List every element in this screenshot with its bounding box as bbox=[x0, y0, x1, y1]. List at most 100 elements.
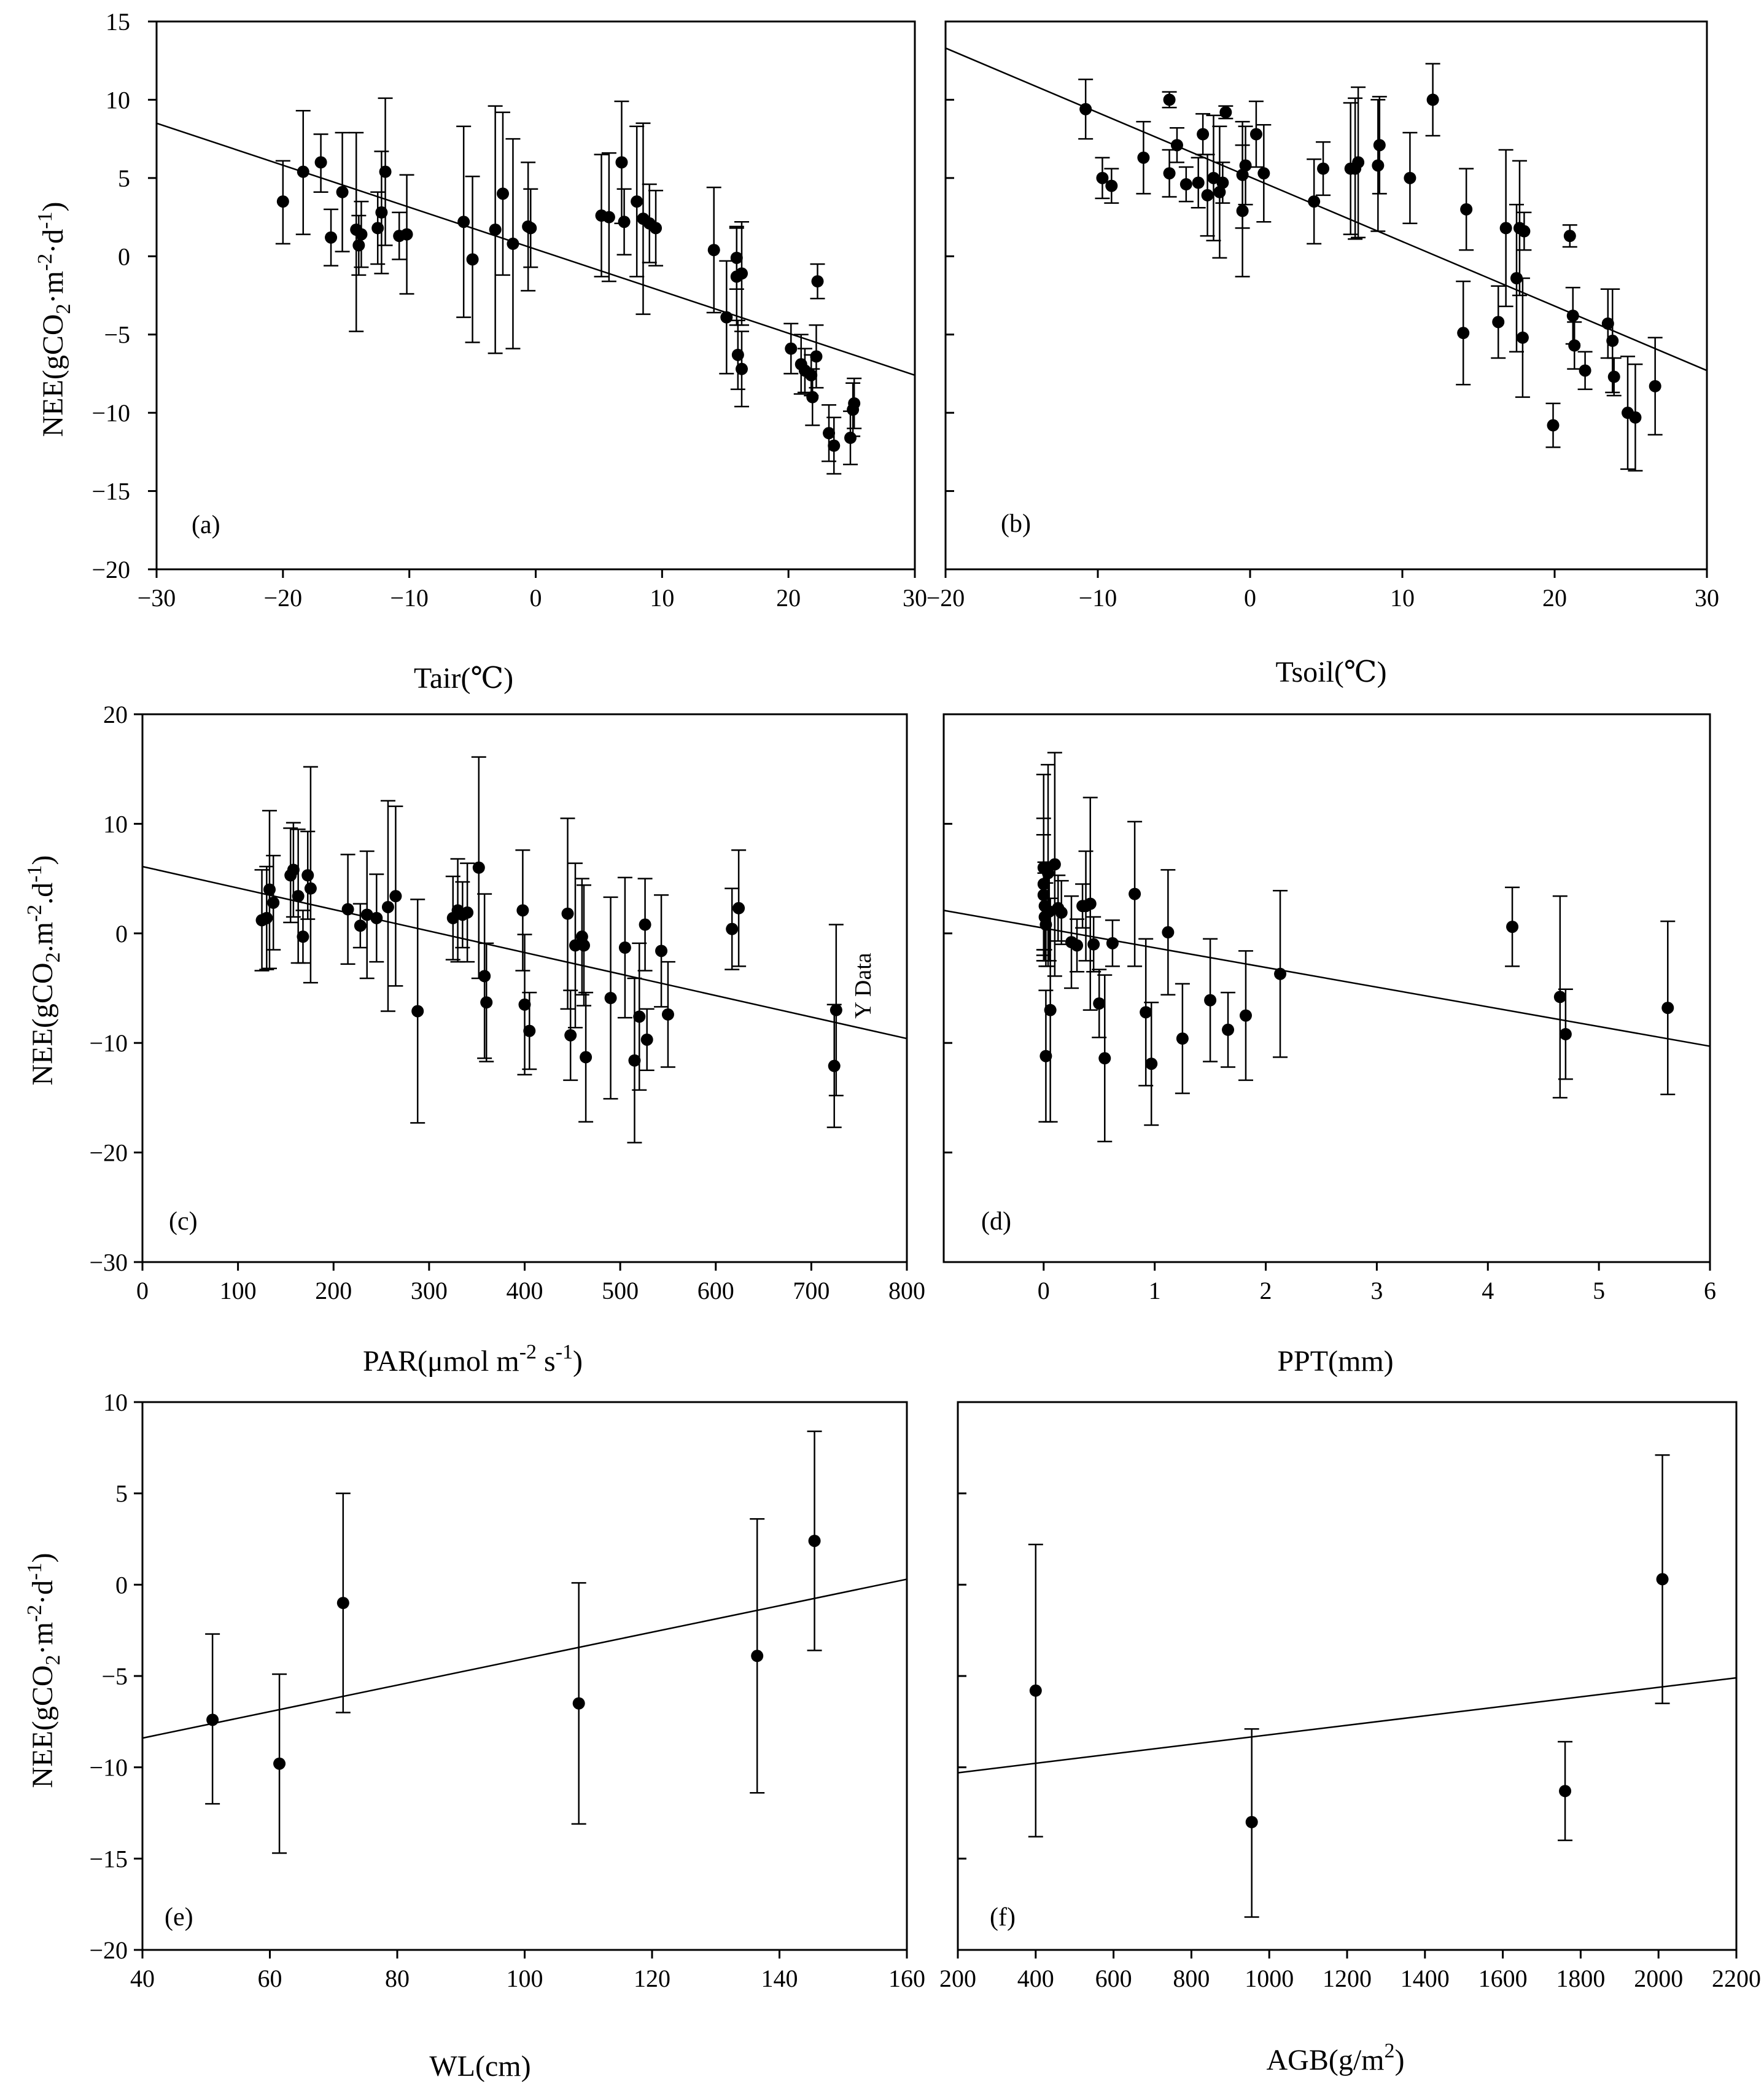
data-point bbox=[1552, 895, 1568, 1099]
point-marker bbox=[1404, 171, 1416, 184]
data-point bbox=[828, 924, 844, 1097]
point-marker bbox=[604, 992, 617, 1005]
plot-frame-e bbox=[141, 1401, 908, 1951]
data-point bbox=[847, 377, 862, 429]
data-point bbox=[354, 200, 369, 268]
point-marker bbox=[304, 882, 317, 895]
data-point bbox=[378, 97, 393, 246]
point-marker bbox=[661, 1008, 674, 1021]
data-point bbox=[1169, 127, 1184, 163]
point-marker bbox=[828, 1059, 841, 1072]
data-point bbox=[1047, 752, 1062, 977]
data-point bbox=[1655, 1454, 1670, 1704]
data-point bbox=[574, 878, 589, 996]
x-tick-label: 0 bbox=[1244, 584, 1256, 612]
data-point bbox=[578, 991, 594, 1123]
data-point bbox=[1562, 224, 1577, 248]
point-marker bbox=[1105, 179, 1118, 192]
data-point bbox=[1606, 357, 1622, 397]
y-tick-label: 0 bbox=[118, 243, 130, 270]
x-tick-label: 3 bbox=[1370, 1277, 1383, 1304]
data-point bbox=[272, 1673, 287, 1854]
x-tick-label: 0 bbox=[530, 584, 542, 612]
data-point bbox=[359, 850, 375, 980]
panel-c: −30 −20 −10 0 10 20 0 100 200 300 400 500 600 700 800… bbox=[23, 701, 925, 1378]
data-point bbox=[1248, 100, 1264, 168]
y-tick-label: −5 bbox=[104, 321, 130, 349]
y-tick-label: −15 bbox=[91, 478, 130, 505]
data-point bbox=[1078, 79, 1094, 140]
point-marker bbox=[1559, 1785, 1572, 1798]
point-marker bbox=[1170, 139, 1183, 152]
point-marker bbox=[806, 391, 819, 403]
point-marker bbox=[830, 1004, 842, 1016]
data-point bbox=[515, 849, 530, 972]
x-tick-label: 600 bbox=[697, 1277, 734, 1304]
data-point bbox=[488, 105, 503, 354]
point-marker bbox=[1039, 1050, 1052, 1062]
point-marker bbox=[785, 342, 798, 355]
x-tick-label: 700 bbox=[793, 1277, 830, 1304]
x-tick-label: 10 bbox=[1390, 584, 1415, 612]
point-marker bbox=[1098, 1052, 1111, 1065]
data-point bbox=[1370, 99, 1386, 232]
point-marker bbox=[1087, 938, 1100, 951]
x-tick-label: 600 bbox=[1095, 1965, 1132, 1992]
point-marker bbox=[726, 922, 739, 935]
panel-label-a: (a) bbox=[192, 511, 220, 539]
data-point bbox=[266, 854, 281, 951]
point-marker bbox=[297, 165, 309, 178]
x-tick-label: 120 bbox=[634, 1965, 670, 1992]
x-tick-label: 800 bbox=[1173, 1965, 1210, 1992]
regression-line bbox=[957, 1677, 1737, 1774]
x-tick-label: 300 bbox=[411, 1277, 448, 1304]
point-marker bbox=[1129, 887, 1141, 900]
point-marker bbox=[389, 890, 402, 903]
x-tick-label: 0 bbox=[136, 1277, 149, 1304]
data-point bbox=[660, 961, 675, 1068]
data-point bbox=[465, 176, 480, 343]
point-marker bbox=[1204, 994, 1217, 1007]
point-marker bbox=[1547, 419, 1560, 432]
point-marker bbox=[1096, 171, 1109, 184]
point-marker bbox=[1192, 176, 1205, 189]
data-point bbox=[1425, 63, 1440, 137]
point-marker bbox=[1257, 167, 1270, 180]
x-tick-label: 1800 bbox=[1556, 1965, 1605, 1992]
data-point bbox=[1195, 113, 1211, 155]
point-marker bbox=[1518, 225, 1531, 238]
point-marker bbox=[615, 156, 628, 169]
point-marker bbox=[1079, 103, 1092, 115]
data-point bbox=[335, 1492, 351, 1713]
y-data-overlay: Y Data bbox=[850, 953, 876, 1018]
data-point bbox=[477, 893, 492, 1059]
data-point bbox=[805, 368, 820, 426]
data-point bbox=[1200, 154, 1215, 237]
point-marker bbox=[1179, 178, 1192, 191]
x-tick-label: 1200 bbox=[1323, 1965, 1372, 1992]
point-marker bbox=[336, 1597, 349, 1610]
point-marker bbox=[1566, 310, 1579, 322]
data-point bbox=[734, 220, 750, 326]
point-marker bbox=[823, 427, 836, 440]
x-tick-label: 2 bbox=[1260, 1277, 1272, 1304]
data-point bbox=[1203, 938, 1218, 1062]
x-tick-label: 30 bbox=[1695, 584, 1719, 612]
point-marker bbox=[507, 237, 519, 250]
point-marker bbox=[1176, 1032, 1189, 1045]
point-marker bbox=[1245, 1815, 1258, 1828]
data-point bbox=[1545, 402, 1561, 448]
point-marker bbox=[524, 222, 537, 235]
point-marker bbox=[1563, 230, 1576, 243]
point-marker bbox=[472, 861, 485, 874]
data-point bbox=[1456, 280, 1471, 386]
data-point bbox=[388, 805, 403, 987]
data-point bbox=[1577, 351, 1593, 391]
point-marker bbox=[572, 1697, 585, 1710]
data-point bbox=[335, 131, 350, 252]
data-point bbox=[1498, 149, 1513, 308]
data-point bbox=[495, 111, 510, 276]
data-point bbox=[1372, 96, 1387, 195]
point-marker bbox=[523, 1024, 536, 1037]
data-point bbox=[1162, 149, 1177, 198]
